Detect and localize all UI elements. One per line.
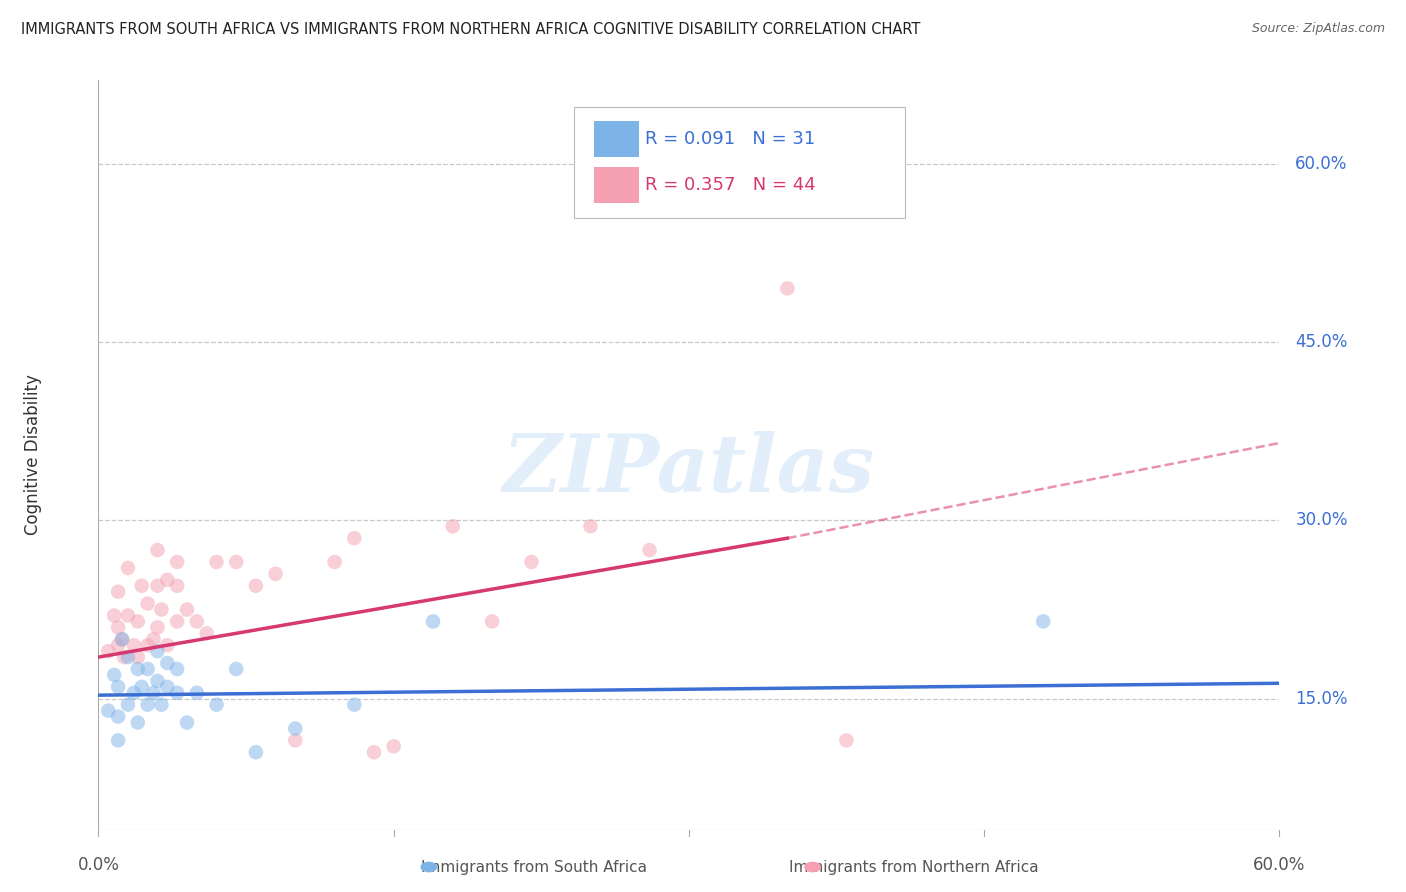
Point	[117, 698, 139, 712]
Point	[579, 519, 602, 533]
Point	[107, 620, 129, 634]
FancyBboxPatch shape	[595, 167, 640, 203]
Point	[186, 615, 208, 629]
Point	[107, 584, 129, 599]
Point	[225, 555, 247, 569]
Point	[122, 638, 145, 652]
Point	[382, 739, 405, 754]
Point	[156, 573, 179, 587]
Text: 60.0%: 60.0%	[1253, 855, 1306, 874]
Point	[97, 644, 120, 658]
Point	[441, 519, 464, 533]
Point	[136, 698, 159, 712]
Point	[107, 680, 129, 694]
Point	[127, 715, 149, 730]
Text: 0.0%: 0.0%	[77, 855, 120, 874]
Point	[107, 733, 129, 747]
Point	[520, 555, 543, 569]
Point	[122, 686, 145, 700]
Point	[245, 745, 267, 759]
Point	[136, 638, 159, 652]
Point	[127, 662, 149, 676]
Point	[176, 715, 198, 730]
Text: 30.0%: 30.0%	[1295, 511, 1348, 529]
Text: Source: ZipAtlas.com: Source: ZipAtlas.com	[1251, 22, 1385, 36]
Point	[481, 615, 503, 629]
Point	[195, 626, 218, 640]
Text: 45.0%: 45.0%	[1295, 333, 1347, 351]
Point	[136, 662, 159, 676]
Text: R = 0.357   N = 44: R = 0.357 N = 44	[645, 177, 815, 194]
Point	[156, 656, 179, 670]
Point	[146, 543, 169, 558]
Point	[117, 650, 139, 665]
Point	[127, 615, 149, 629]
Point	[166, 555, 188, 569]
Point	[111, 632, 134, 647]
Point	[166, 615, 188, 629]
Point	[176, 602, 198, 616]
Point	[136, 597, 159, 611]
Point	[205, 698, 228, 712]
Point	[150, 698, 173, 712]
Text: Immigrants from Northern Africa: Immigrants from Northern Africa	[789, 860, 1039, 874]
Point	[1032, 615, 1054, 629]
Point	[146, 673, 169, 688]
Point	[131, 680, 153, 694]
Point	[97, 704, 120, 718]
FancyBboxPatch shape	[575, 106, 905, 219]
Point	[343, 698, 366, 712]
Text: Cognitive Disability: Cognitive Disability	[24, 375, 42, 535]
Point	[363, 745, 385, 759]
Point	[166, 662, 188, 676]
Point	[264, 566, 287, 581]
Point	[205, 555, 228, 569]
Point	[142, 632, 165, 647]
Point	[117, 608, 139, 623]
Point	[284, 722, 307, 736]
Point	[186, 686, 208, 700]
Text: 15.0%: 15.0%	[1295, 690, 1348, 707]
Point	[638, 543, 661, 558]
Point	[111, 632, 134, 647]
Point	[323, 555, 346, 569]
Point	[776, 281, 799, 295]
Point	[245, 579, 267, 593]
Text: 60.0%: 60.0%	[1295, 154, 1347, 172]
Point	[156, 638, 179, 652]
Point	[103, 668, 125, 682]
Point	[117, 561, 139, 575]
Point	[146, 644, 169, 658]
Point	[142, 686, 165, 700]
Point	[131, 579, 153, 593]
Text: ZIPatlas: ZIPatlas	[503, 431, 875, 508]
Point	[343, 531, 366, 545]
Text: IMMIGRANTS FROM SOUTH AFRICA VS IMMIGRANTS FROM NORTHERN AFRICA COGNITIVE DISABI: IMMIGRANTS FROM SOUTH AFRICA VS IMMIGRAN…	[21, 22, 921, 37]
FancyBboxPatch shape	[595, 120, 640, 157]
Point	[422, 615, 444, 629]
Point	[103, 608, 125, 623]
Point	[284, 733, 307, 747]
Point	[225, 662, 247, 676]
Point	[127, 650, 149, 665]
Point	[112, 650, 135, 665]
Point	[156, 680, 179, 694]
Point	[107, 709, 129, 723]
Text: Immigrants from South Africa: Immigrants from South Africa	[422, 860, 647, 874]
Point	[146, 579, 169, 593]
Point	[107, 638, 129, 652]
Point	[166, 686, 188, 700]
Text: R = 0.091   N = 31: R = 0.091 N = 31	[645, 129, 815, 148]
Point	[835, 733, 858, 747]
Point	[150, 602, 173, 616]
Point	[166, 579, 188, 593]
Point	[146, 620, 169, 634]
